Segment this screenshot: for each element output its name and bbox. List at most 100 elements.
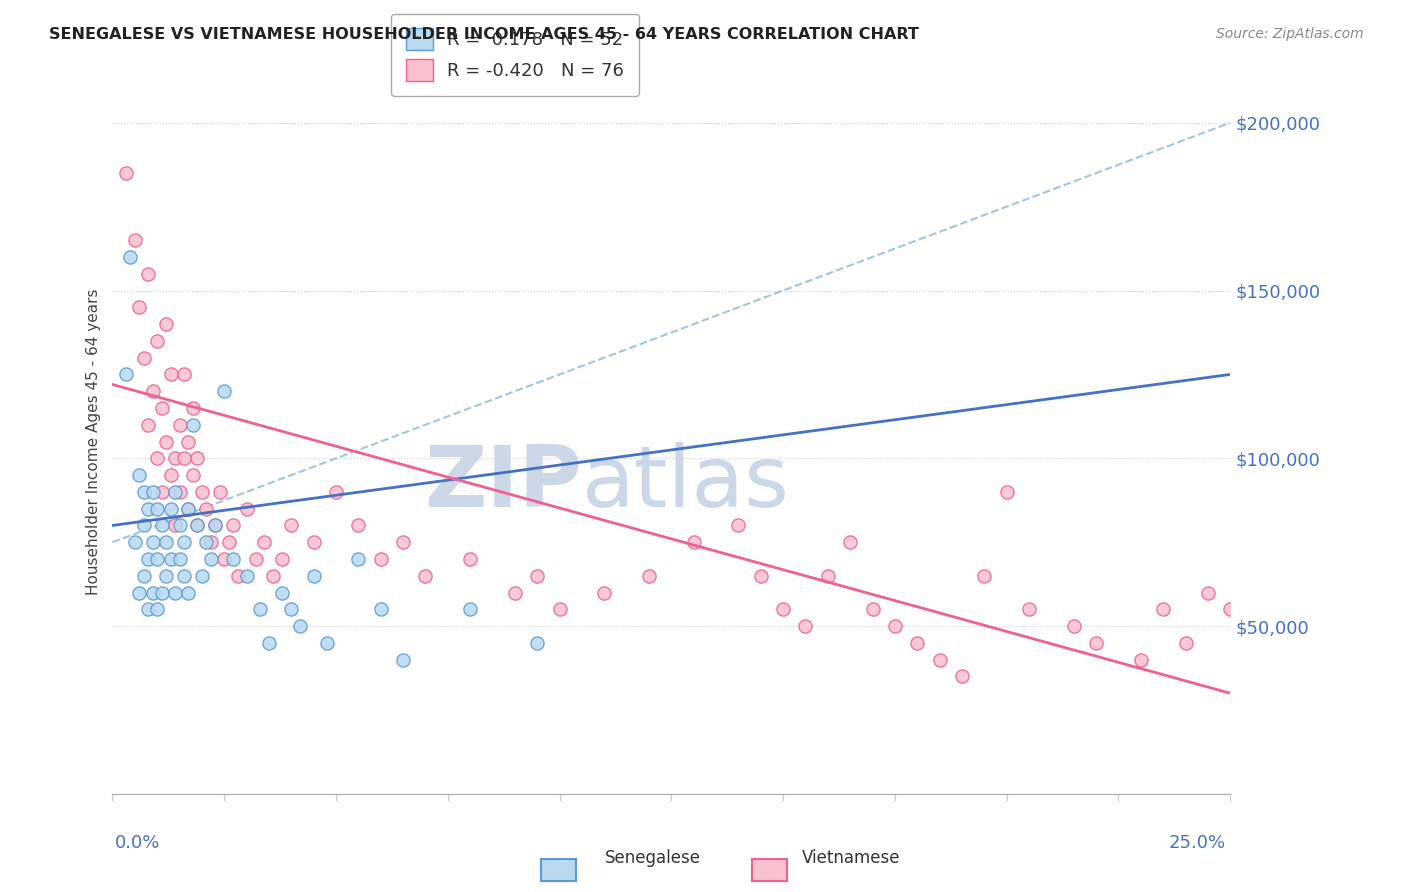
Point: [146, 552, 169, 566]
Point: [142, 384, 165, 399]
Point: [173, 568, 195, 582]
Point: [839, 535, 862, 549]
Point: [1063, 619, 1085, 633]
Point: [132, 568, 155, 582]
Point: [1018, 602, 1040, 616]
Point: [120, 250, 142, 264]
Point: [155, 535, 177, 549]
Point: [191, 484, 214, 499]
Point: [249, 602, 271, 616]
Point: [682, 535, 704, 549]
Point: [136, 552, 159, 566]
Point: [638, 568, 661, 582]
Point: [727, 518, 749, 533]
Point: [124, 535, 146, 549]
Point: [392, 535, 415, 549]
Point: [204, 518, 226, 533]
Point: [862, 602, 884, 616]
Point: [218, 535, 240, 549]
Point: [302, 535, 325, 549]
Point: [159, 468, 181, 483]
Point: [208, 484, 231, 499]
Point: [214, 384, 236, 399]
Text: atlas: atlas: [582, 442, 790, 525]
Point: [142, 585, 165, 599]
Text: Source: ZipAtlas.com: Source: ZipAtlas.com: [1216, 27, 1364, 41]
Point: [204, 518, 226, 533]
Point: [1197, 585, 1219, 599]
Point: [235, 568, 257, 582]
Point: [1174, 636, 1197, 650]
Point: [1219, 602, 1241, 616]
Point: [222, 552, 245, 566]
Point: [257, 636, 280, 650]
Point: [195, 535, 218, 549]
Point: [548, 602, 571, 616]
Text: ZIP: ZIP: [425, 442, 582, 525]
Point: [794, 619, 817, 633]
Point: [165, 484, 187, 499]
Point: [177, 501, 200, 516]
Point: [186, 518, 208, 533]
Point: [593, 585, 616, 599]
Point: [392, 653, 415, 667]
Text: 25.0%: 25.0%: [1168, 834, 1226, 852]
Point: [136, 501, 159, 516]
Point: [177, 501, 200, 516]
Point: [132, 518, 155, 533]
Point: [181, 401, 204, 415]
Point: [526, 636, 548, 650]
Text: Vietnamese: Vietnamese: [801, 849, 900, 867]
Point: [165, 585, 187, 599]
Point: [128, 301, 150, 315]
Point: [159, 368, 181, 382]
Text: 0.0%: 0.0%: [115, 834, 160, 852]
Point: [181, 417, 204, 432]
Point: [186, 518, 208, 533]
Point: [262, 568, 284, 582]
Point: [1152, 602, 1174, 616]
Point: [181, 468, 204, 483]
Point: [128, 468, 150, 483]
Point: [150, 585, 173, 599]
Point: [772, 602, 794, 616]
Point: [235, 501, 257, 516]
Legend: R =  0.178   N = 52, R = -0.420   N = 76: R = 0.178 N = 52, R = -0.420 N = 76: [391, 13, 638, 95]
Point: [302, 568, 325, 582]
Point: [159, 501, 181, 516]
Point: [280, 602, 302, 616]
Point: [191, 568, 214, 582]
Point: [370, 552, 392, 566]
Text: SENEGALESE VS VIETNAMESE HOUSEHOLDER INCOME AGES 45 - 64 YEARS CORRELATION CHART: SENEGALESE VS VIETNAMESE HOUSEHOLDER INC…: [49, 27, 920, 42]
Point: [884, 619, 907, 633]
Point: [370, 602, 392, 616]
Point: [928, 653, 950, 667]
Point: [995, 484, 1018, 499]
Point: [200, 552, 222, 566]
Point: [200, 535, 222, 549]
Point: [165, 451, 187, 466]
Point: [347, 518, 370, 533]
Point: [1129, 653, 1152, 667]
Point: [173, 368, 195, 382]
Point: [458, 552, 481, 566]
Point: [222, 518, 245, 533]
Point: [150, 401, 173, 415]
Point: [214, 552, 236, 566]
Text: Senegalese: Senegalese: [605, 849, 700, 867]
Point: [165, 518, 187, 533]
Point: [132, 351, 155, 365]
Point: [136, 267, 159, 281]
Point: [142, 484, 165, 499]
Point: [155, 434, 177, 449]
Point: [169, 484, 191, 499]
Point: [146, 602, 169, 616]
Point: [503, 585, 526, 599]
Point: [177, 585, 200, 599]
Point: [169, 417, 191, 432]
Point: [150, 518, 173, 533]
Point: [159, 552, 181, 566]
Point: [136, 417, 159, 432]
Point: [136, 602, 159, 616]
Point: [150, 484, 173, 499]
